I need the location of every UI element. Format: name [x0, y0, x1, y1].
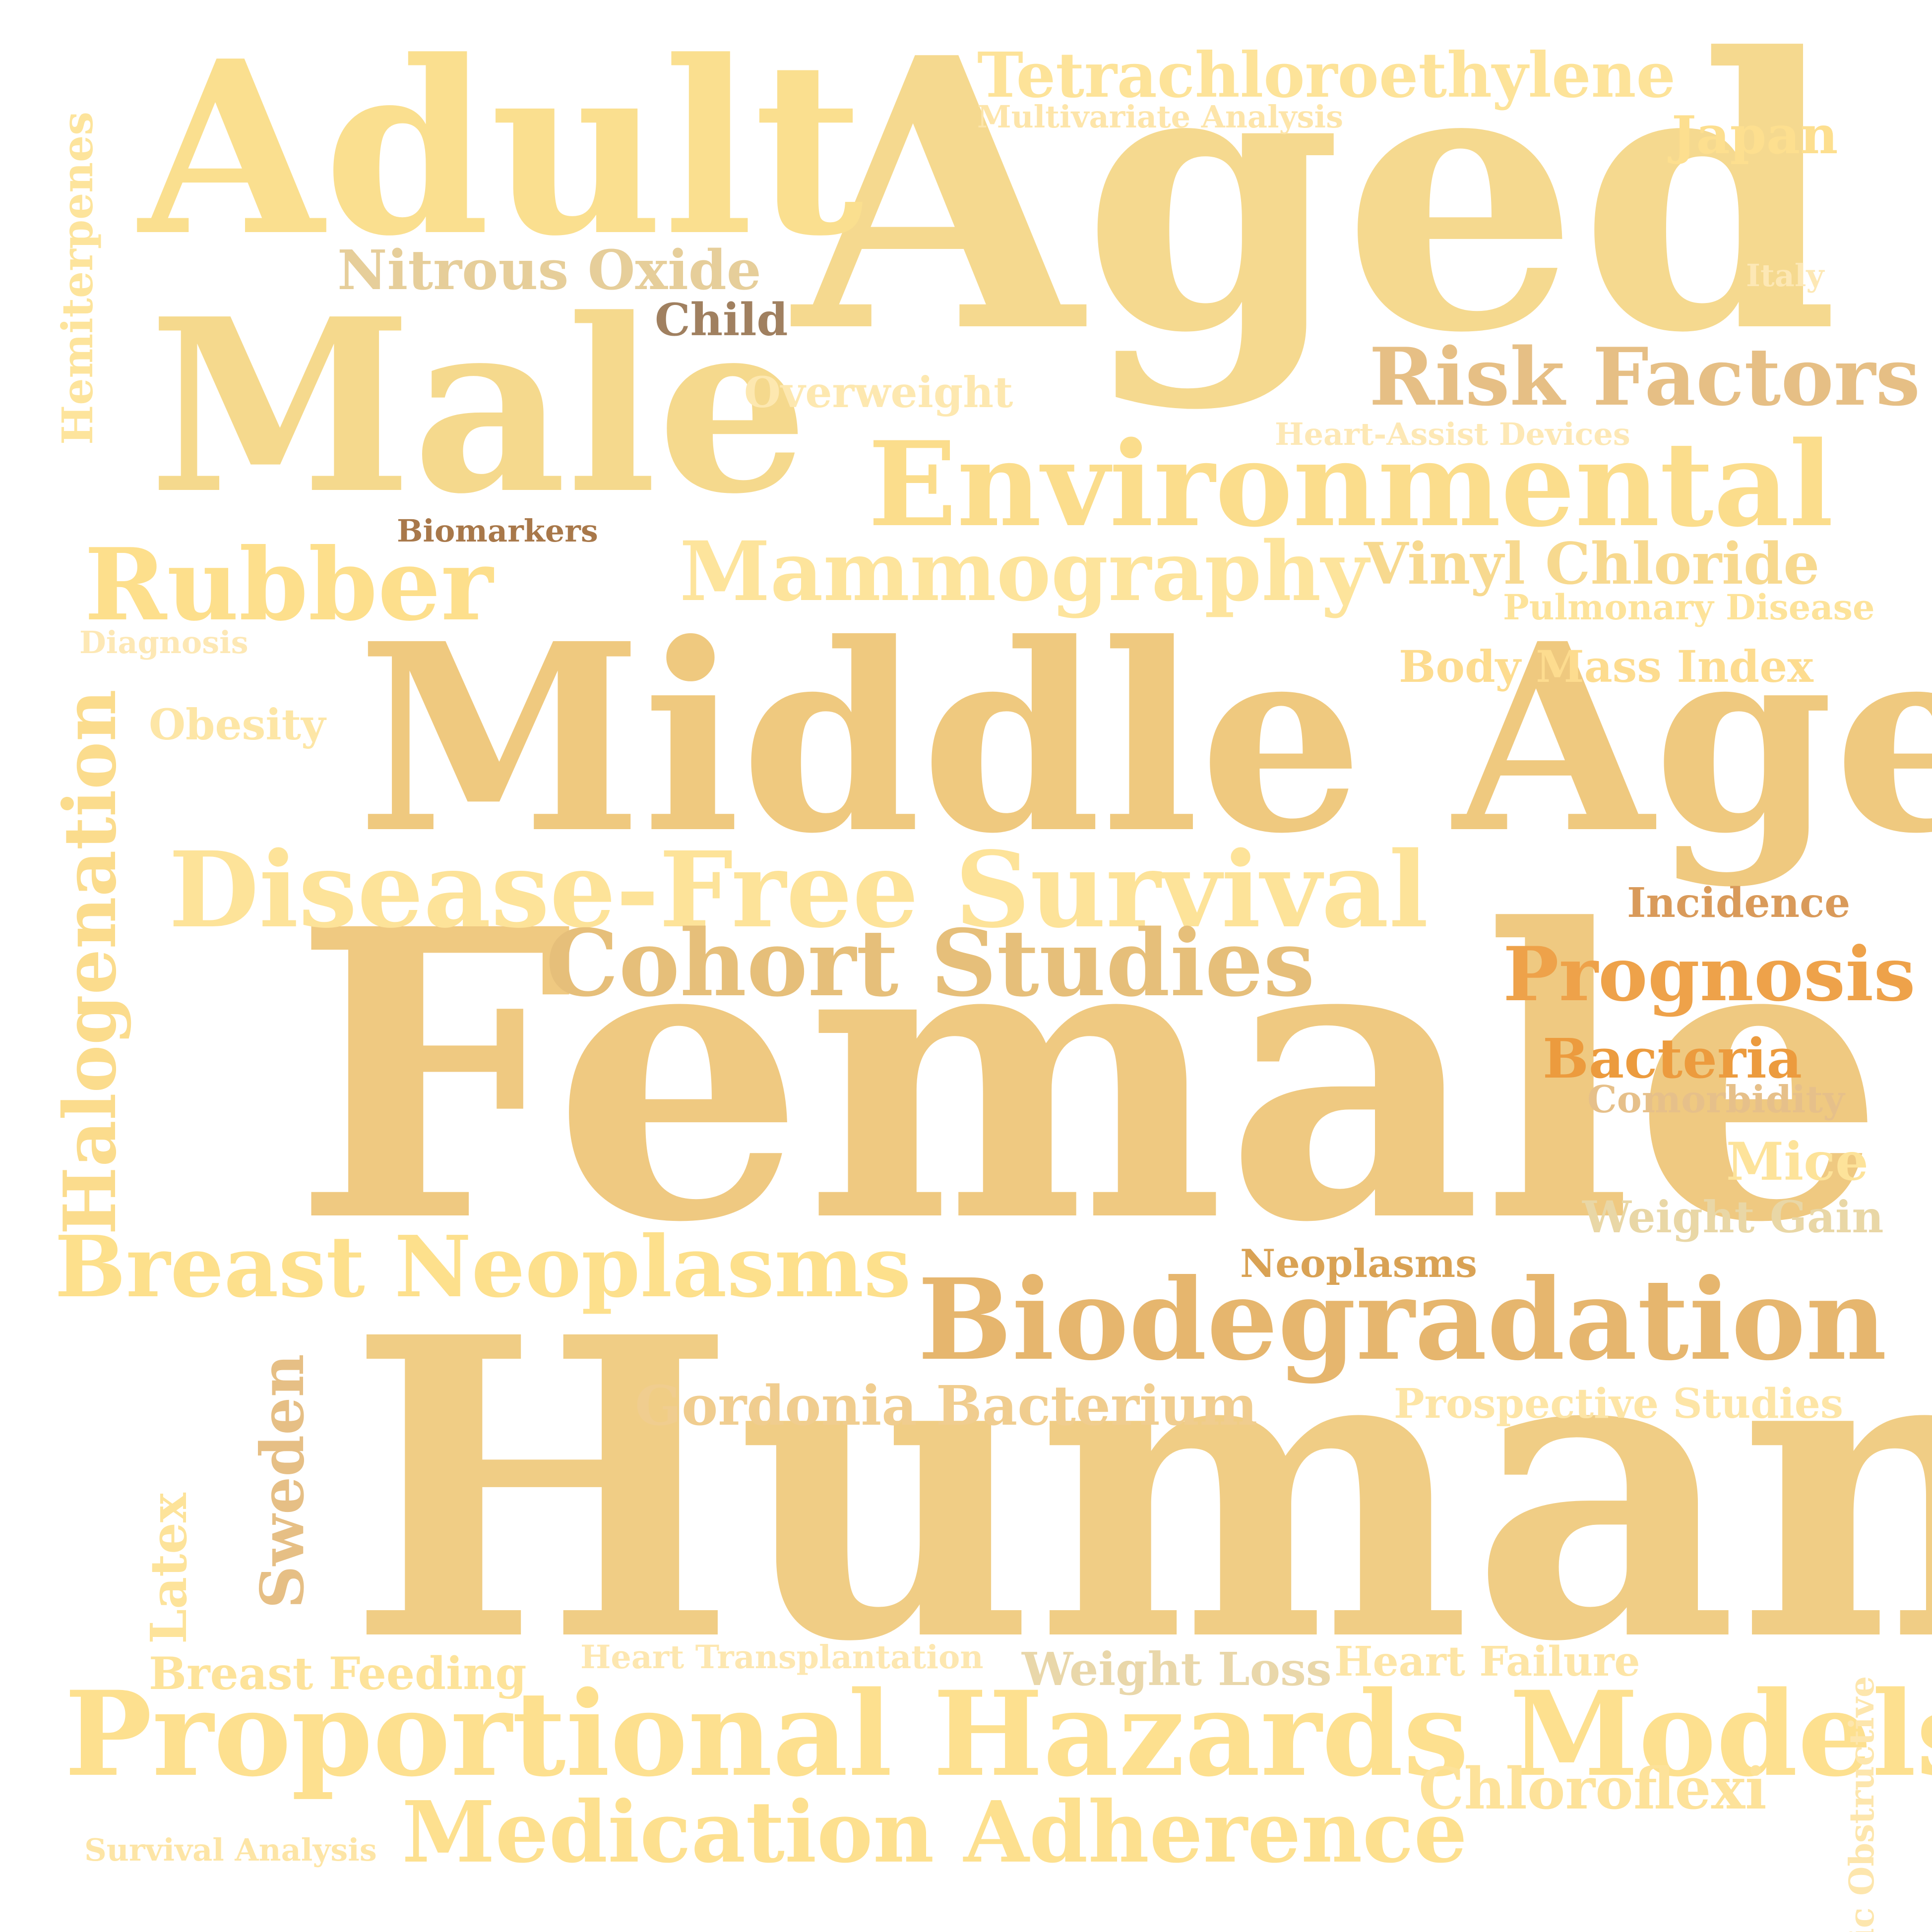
word-weight-gain: Weight Gain: [1582, 1191, 1884, 1243]
word-adult: Adult: [139, 9, 864, 289]
word-pulmonary-disease: Pulmonary Disease: [1503, 587, 1875, 628]
word-biodegradation: Biodegradation: [918, 1255, 1887, 1386]
word-obesity: Obesity: [149, 700, 326, 750]
word-breast-neoplasms: Breast Neoplasms: [55, 1217, 911, 1317]
word-hemiterpenes: Hemiterpenes: [53, 112, 103, 445]
word-gordonia-bacterium: Gordonia Bacterium: [635, 1374, 1258, 1438]
word-heart-assist-devices: Heart-Assist Devices: [1275, 416, 1630, 452]
word-environmental: Environmental: [868, 416, 1834, 553]
word-mice: Mice: [1726, 1131, 1869, 1192]
word-chloroflexi: Chloroflexi: [1419, 1755, 1767, 1822]
word-prospective-studies: Prospective Studies: [1394, 1380, 1844, 1428]
word-italy: Italy: [1746, 257, 1824, 294]
word-vinyl-chloride: Vinyl Chloride: [1364, 531, 1820, 598]
word-overweight: Overweight: [744, 368, 1013, 418]
word-breast-feeding: Breast Feeding: [149, 1647, 527, 1700]
word-heart-failure: Heart Failure: [1334, 1638, 1640, 1686]
word-heart-transplantation: Heart Transplantation: [580, 1638, 984, 1676]
word-male: Male: [149, 267, 809, 546]
word-mammography: Mammography: [680, 523, 1369, 619]
word-comorbidity: Comorbidity: [1587, 1078, 1845, 1121]
word-survival-analysis: Survival Analysis: [84, 1832, 377, 1868]
word-middle-aged: Middle Aged: [357, 587, 1932, 890]
word-incidence: Incidence: [1627, 879, 1851, 927]
word-risk-factors: Risk Factors: [1369, 330, 1921, 423]
word-nitrous-oxide: Nitrous Oxide: [337, 238, 761, 302]
word-female: Female: [293, 843, 1885, 1309]
word-weight-loss: Weight Loss: [1022, 1642, 1332, 1696]
word-body-mass-index: Body Mass Index: [1399, 641, 1813, 692]
word-latex: Latex: [139, 1493, 198, 1644]
word-diagnosis: Diagnosis: [79, 624, 249, 661]
word-proportional-hazards-models: Proportional Hazards Models: [64, 1666, 1932, 1803]
word-multivariate-analysis: Multivariate Analysis: [977, 99, 1344, 135]
word-medication-adherence: Medication Adherence: [402, 1783, 1468, 1882]
word-rubber: Rubber: [84, 527, 493, 643]
word-chronic-obstructive: Chronic Obstructive: [1842, 1676, 1882, 1932]
word-bacteria: Bacteria: [1543, 1026, 1803, 1090]
word-prognosis: Prognosis: [1503, 931, 1916, 1018]
word-biomarkers: Biomarkers: [397, 513, 598, 549]
word-tetrachloroethylene: Tetrachloroethylene: [977, 39, 1676, 112]
word-disease-free-survival: Disease-Free Survival: [169, 829, 1429, 951]
word-aged: Aged: [794, 0, 1839, 414]
word-japan: Japan: [1672, 104, 1838, 166]
word-humans: Humans: [347, 1248, 1932, 1732]
word-cohort-studies: Cohort Studies: [546, 909, 1315, 1017]
word-neoplasms: Neoplasms: [1240, 1241, 1478, 1286]
word-sweden: Sweden: [248, 1354, 317, 1609]
word-child: Child: [655, 294, 788, 346]
word-halogenation: Halogenation: [48, 689, 132, 1235]
